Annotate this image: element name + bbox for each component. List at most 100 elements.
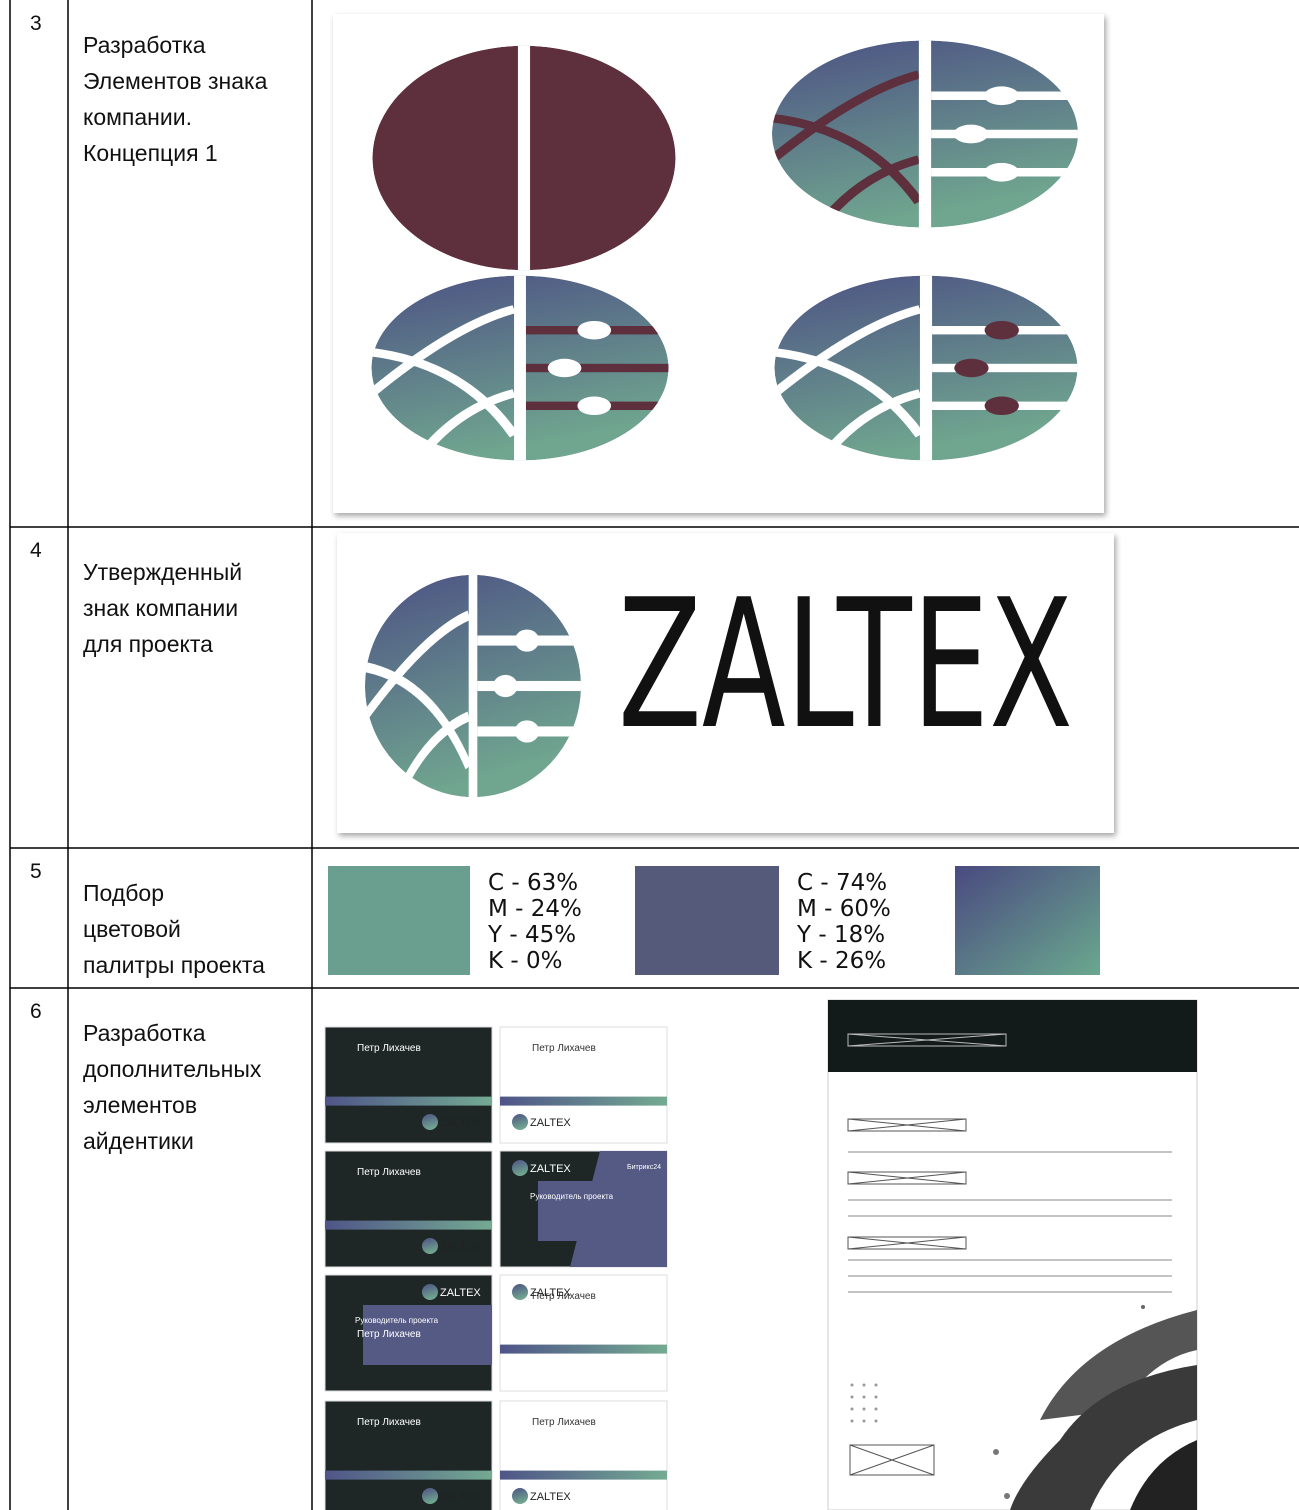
card-bar (500, 1096, 667, 1106)
card-name: Петр Лихачев (532, 1417, 596, 1428)
card-brand: ZALTEX (440, 1491, 481, 1503)
cmyk-value: K - 0% (488, 948, 563, 974)
card-bg (324, 1400, 493, 1510)
cmyk-value: M - 24% (488, 896, 582, 922)
row-description: элементов (83, 1092, 197, 1118)
logo-dot (984, 162, 1019, 182)
row-description: дополнительных (83, 1056, 262, 1082)
row-description: Подбор (83, 880, 164, 906)
row-description: Концепция 1 (83, 140, 218, 166)
card-logo (422, 1488, 438, 1504)
logo-arc (772, 112, 924, 205)
card-title: Руководитель проекта (530, 1316, 614, 1325)
row-description: для проекта (83, 631, 213, 657)
logo (371, 275, 669, 461)
logo-gap (468, 574, 478, 798)
swatch (635, 866, 779, 975)
card-bg (499, 1026, 668, 1144)
card-bar (325, 1220, 492, 1230)
business-card: Петр Лихачев ZALTEX (499, 1026, 668, 1144)
card-name: Петр Лихачев (357, 1043, 421, 1054)
cmyk-value: C - 74% (797, 870, 887, 896)
card-name: Петр Лихачев (532, 1043, 596, 1054)
card-name: Петр Лихачев (357, 1417, 421, 1428)
logo-gap (918, 40, 932, 228)
logo-stripe (931, 129, 1078, 139)
logo-dot (547, 358, 582, 378)
logo-arc (772, 70, 921, 172)
logo-stripe (525, 363, 669, 373)
card-logo (422, 1238, 438, 1254)
card-name: Петр Лихачев (532, 1291, 596, 1302)
logo (774, 275, 1078, 461)
logo-gap (514, 275, 526, 461)
cmyk-value: M - 60% (797, 896, 891, 922)
cmyk-value: Y - 18% (796, 922, 885, 948)
card-brand: ZALTEX (440, 1241, 481, 1253)
row-description: Разработка (83, 1020, 206, 1046)
row-description: цветовой (83, 916, 181, 942)
business-card: Руководитель проекта Битрикс24 ZALTEX (499, 1150, 668, 1268)
logo-stripe (932, 363, 1078, 373)
business-card: Петр Лихачев Руководитель проекта ZALTEX (324, 1274, 493, 1392)
row-description: палитры проекта (83, 952, 265, 978)
card-title: Руководитель проекта (355, 1316, 439, 1325)
swatch (328, 866, 470, 975)
letterhead (827, 999, 1198, 1510)
card-logo (422, 1284, 438, 1300)
card-bg (499, 1274, 668, 1392)
row-description: компании. (83, 104, 192, 130)
logo-text: ZALTEX (618, 561, 1073, 768)
card-brand: ZALTEX (530, 1163, 571, 1175)
row-description: знак компании (83, 595, 238, 621)
card-brand: ZALTEX (530, 1287, 571, 1299)
row-description: Элементов знака (83, 68, 268, 94)
logo-arc (774, 305, 922, 405)
swatch (955, 866, 1100, 975)
logo-gap (517, 45, 531, 271)
cmyk-value: C - 63% (488, 870, 578, 896)
cmyk-value: Y - 45% (487, 922, 576, 948)
logo-gap (919, 275, 933, 461)
row-description: Утвержденный (83, 559, 242, 585)
logo-arc (371, 305, 516, 405)
table-grid (9, 0, 1299, 1510)
card-panel (570, 1151, 667, 1267)
logo-dot (954, 358, 989, 378)
logo-dot (984, 86, 1019, 106)
logo-arc (365, 660, 472, 770)
card-logo (512, 1160, 528, 1176)
card-bar (500, 1470, 667, 1480)
row-number: 3 (30, 12, 42, 35)
card-brand: ZALTEX (440, 1287, 481, 1299)
logo-arc (365, 610, 470, 730)
card-brand: ZALTEX (530, 1117, 571, 1129)
card-panel (363, 1305, 492, 1365)
card-brand: ZALTEX (440, 1117, 481, 1129)
logo-dot (953, 124, 989, 144)
business-card: Петр Лихачев ZALTEX (499, 1400, 668, 1510)
card-logo (422, 1114, 438, 1130)
logo-dot (577, 396, 612, 416)
logo-shape (365, 574, 581, 798)
business-card: Петр Лихачев ZALTEX (324, 1150, 493, 1268)
business-card: Петр Лихачев Руководитель проекта ZALTEX (499, 1274, 668, 1392)
logo-shape (372, 45, 676, 271)
card-logo (512, 1114, 528, 1130)
logo-dot (514, 720, 540, 743)
logo-arc (371, 347, 519, 438)
business-card: Петр Лихачев ZALTEX (324, 1400, 493, 1510)
logo-shape (772, 40, 1078, 228)
card-title: Руководитель проекта (530, 1192, 614, 1201)
card-bg (499, 1400, 668, 1510)
logo-shape (371, 275, 669, 461)
card-bar (325, 1096, 492, 1106)
card-bg (324, 1026, 493, 1144)
card-logo (512, 1284, 528, 1300)
row-description: Разработка (83, 32, 206, 58)
card-bar (500, 1344, 667, 1354)
card-brand: ZALTEX (530, 1491, 571, 1503)
logo-dot (577, 320, 612, 340)
